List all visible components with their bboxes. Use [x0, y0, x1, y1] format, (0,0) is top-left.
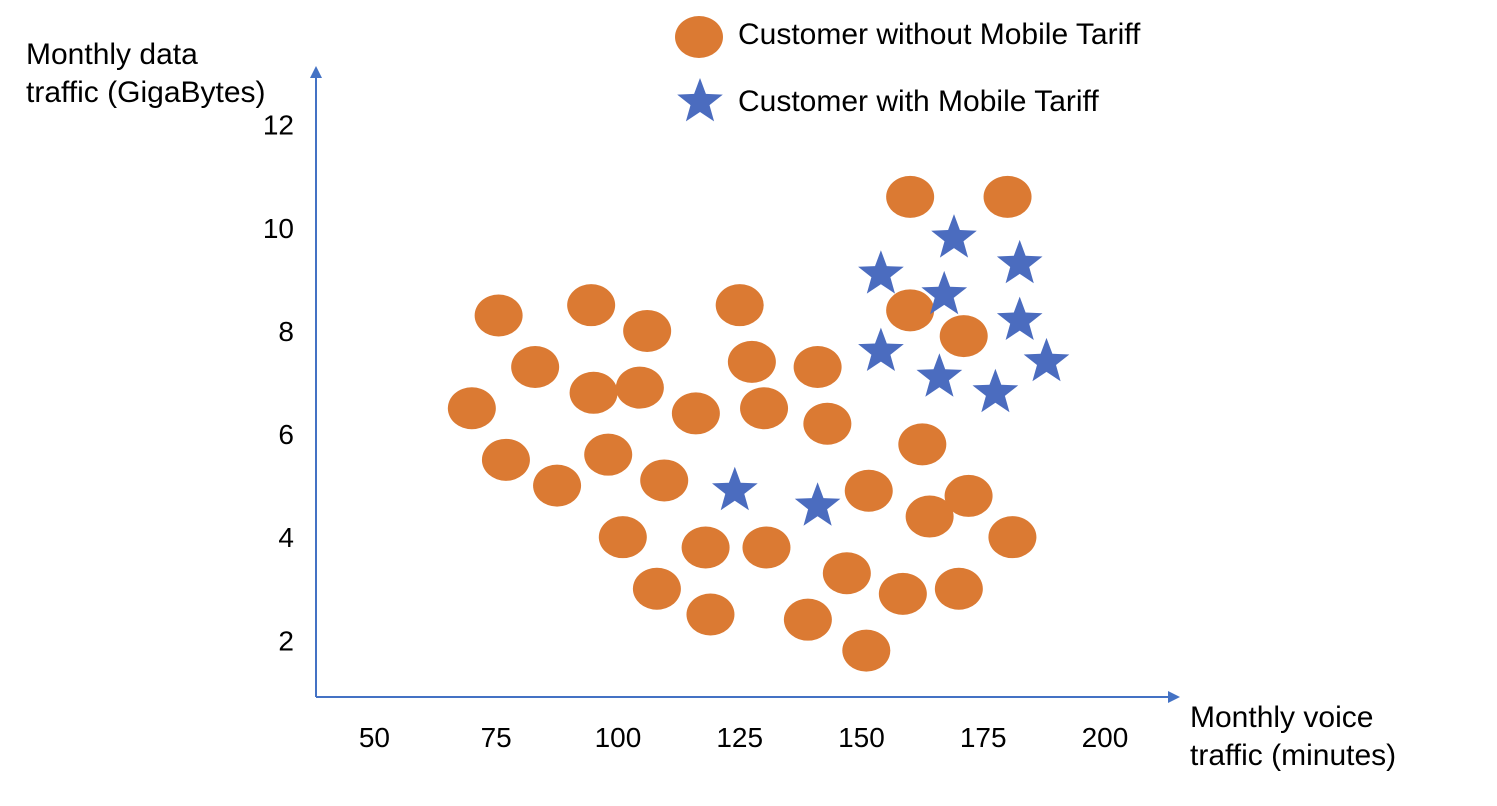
legend-markers — [675, 16, 723, 122]
x-axis-label-line-2: traffic (minutes) — [1190, 739, 1397, 772]
point-without-tariff — [623, 309, 672, 352]
point-with-tariff — [1023, 337, 1070, 382]
x-tick-labels: 50 75 100 125 150 175 200 — [359, 722, 1128, 753]
point-with-tariff — [858, 327, 904, 371]
point-with-tariff — [996, 296, 1043, 340]
point-without-tariff — [615, 366, 664, 409]
x-tick-label: 100 — [595, 722, 642, 753]
y-tick-labels: 2 4 6 8 10 12 — [263, 110, 294, 657]
point-with-tariff — [996, 239, 1043, 284]
point-with-tariff — [972, 368, 1019, 413]
legend-star-icon — [677, 78, 723, 122]
point-without-tariff — [727, 340, 776, 383]
point-without-tariff — [567, 284, 616, 327]
point-without-tariff — [983, 175, 1032, 218]
legend-label-with-tariff: Customer with Mobile Tariff — [738, 85, 1099, 118]
x-tick-label: 75 — [481, 722, 512, 753]
point-without-tariff — [447, 387, 496, 430]
point-without-tariff — [886, 289, 935, 332]
point-with-tariff — [712, 466, 758, 511]
x-axis-label: Monthly voice traffic (minutes) — [1190, 699, 1396, 775]
y-axis-label-line-2: traffic (GigaBytes) — [26, 76, 266, 109]
point-without-tariff — [842, 629, 891, 672]
point-without-tariff — [481, 438, 530, 481]
legend-circle-icon — [675, 16, 723, 58]
y-tick-label: 8 — [278, 316, 294, 347]
point-without-tariff — [934, 567, 983, 610]
x-tick-label: 150 — [838, 722, 885, 753]
x-tick-label: 50 — [359, 722, 390, 753]
data-points — [447, 175, 1070, 672]
point-with-tariff — [794, 482, 841, 526]
point-without-tariff — [598, 516, 647, 559]
point-without-tariff — [886, 175, 935, 218]
point-without-tariff — [511, 346, 560, 389]
point-without-tariff — [671, 392, 720, 435]
x-tick-label: 125 — [716, 722, 763, 753]
point-without-tariff — [803, 402, 852, 445]
x-axis-label-line-1: Monthly voice — [1190, 701, 1374, 734]
point-with-tariff — [916, 353, 963, 397]
point-with-tariff — [921, 270, 968, 315]
point-without-tariff — [681, 526, 730, 569]
y-tick-label: 10 — [263, 213, 294, 244]
point-with-tariff — [858, 250, 904, 294]
point-without-tariff — [632, 567, 681, 610]
legend-label-without-tariff: Customer without Mobile Tariff — [738, 18, 1141, 51]
point-without-tariff — [944, 474, 993, 517]
point-without-tariff — [715, 284, 764, 327]
point-without-tariff — [783, 598, 832, 641]
y-axis-label-line-1: Monthly data — [26, 38, 198, 71]
point-without-tariff — [905, 495, 954, 538]
point-without-tariff — [822, 552, 871, 595]
x-tick-label: 200 — [1082, 722, 1129, 753]
y-tick-label: 4 — [278, 522, 294, 553]
point-without-tariff — [793, 346, 842, 389]
point-without-tariff — [533, 464, 582, 507]
point-without-tariff — [584, 433, 633, 476]
y-tick-label: 12 — [263, 110, 294, 141]
y-axis-label: Monthly data traffic (GigaBytes) — [26, 36, 266, 112]
point-without-tariff — [686, 593, 735, 636]
point-without-tariff — [640, 459, 689, 502]
point-without-tariff — [474, 294, 523, 337]
point-without-tariff — [939, 315, 988, 358]
point-without-tariff — [740, 387, 789, 430]
y-tick-label: 2 — [278, 625, 294, 656]
point-with-tariff — [931, 214, 977, 258]
y-tick-label: 6 — [278, 419, 294, 450]
point-without-tariff — [898, 423, 947, 466]
point-without-tariff — [742, 526, 791, 569]
point-without-tariff — [988, 516, 1037, 559]
point-without-tariff — [878, 572, 927, 615]
x-tick-label: 175 — [960, 722, 1007, 753]
point-without-tariff — [569, 371, 618, 414]
point-without-tariff — [844, 469, 893, 512]
